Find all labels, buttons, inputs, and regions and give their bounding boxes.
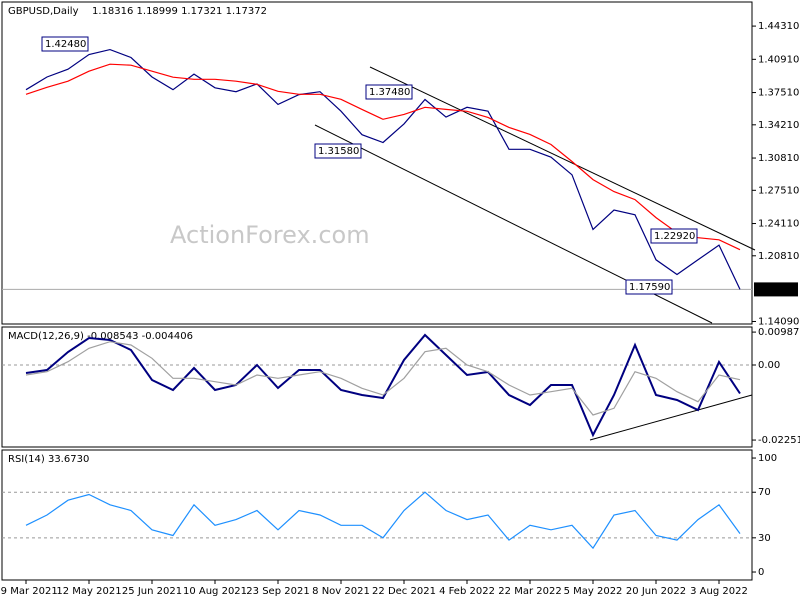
series-line	[25, 48, 741, 290]
price-panel	[1, 1, 753, 325]
x-tick-label: 4 Feb 2022	[439, 586, 495, 597]
y-tick-label: 0.009872	[758, 327, 800, 338]
series-line	[25, 341, 741, 416]
y-tick-label: 30	[758, 533, 771, 544]
last-price-label: 1.17372	[757, 284, 798, 295]
annotation: 1.31580	[318, 146, 359, 157]
y-tick-label: 1.27510	[758, 185, 799, 196]
series-line	[25, 63, 741, 251]
x-tick-label: 25 Jun 2021	[122, 586, 182, 597]
last-price-box	[754, 282, 798, 297]
x-tick-label: 20 Jun 2022	[626, 586, 686, 597]
annotation-box	[365, 84, 413, 100]
y-tick-label: 0.00	[758, 360, 780, 371]
price-title: GBPUSD,Daily	[8, 6, 79, 17]
y-tick-label: 1.37510	[758, 88, 799, 99]
y-tick-label: 1.24110	[758, 219, 799, 230]
x-tick-label: 3 Aug 2022	[690, 586, 748, 597]
annotation-box	[314, 143, 362, 159]
y-tick-label: 1.34210	[758, 120, 799, 131]
rsi-title: RSI(14) 33.6730	[8, 454, 89, 465]
x-tick-label: 8 Nov 2021	[312, 586, 370, 597]
y-tick-label: 100	[758, 453, 777, 464]
price-subtitle: 1.18316 1.18999 1.17321 1.17372	[92, 6, 267, 17]
y-tick-label: 1.40910	[758, 54, 799, 65]
x-tick-label: 22 Mar 2022	[498, 586, 561, 597]
annotation-box	[41, 36, 89, 52]
channel-upper	[369, 66, 756, 251]
x-tick-label: 23 Sep 2021	[246, 586, 309, 597]
y-tick-label: 0	[758, 567, 764, 578]
rsi-panel	[1, 449, 753, 581]
series-line	[25, 491, 741, 550]
y-tick-label: -0.022516	[758, 435, 800, 446]
annotation-box	[650, 228, 698, 244]
watermark: ActionForex.com	[170, 221, 370, 249]
y-tick-label: 1.20810	[758, 251, 799, 262]
series-line	[25, 333, 741, 438]
y-tick-label: 1.30810	[758, 153, 799, 164]
x-tick-label: 10 Aug 2021	[183, 586, 247, 597]
x-tick-label: 12 May 2021	[56, 586, 121, 597]
annotation: 1.37480	[369, 87, 410, 98]
x-tick-label: 29 Mar 2021	[0, 586, 58, 597]
macd-title: MACD(12,26,9) -0.008543 -0.004406	[8, 331, 193, 342]
x-tick-label: 22 Dec 2021	[372, 586, 436, 597]
annotation-box	[625, 279, 673, 295]
x-tick-label: 5 May 2022	[564, 586, 623, 597]
macd-panel	[1, 326, 753, 448]
y-tick-label: 70	[758, 487, 771, 498]
annotation: 1.17590	[629, 282, 670, 293]
y-tick-label: 1.44310	[758, 21, 799, 32]
annotation: 1.22920	[654, 231, 695, 242]
macd-trendline	[589, 394, 753, 441]
y-tick-label: 1.14090	[758, 316, 799, 327]
annotation: 1.42480	[45, 39, 86, 50]
